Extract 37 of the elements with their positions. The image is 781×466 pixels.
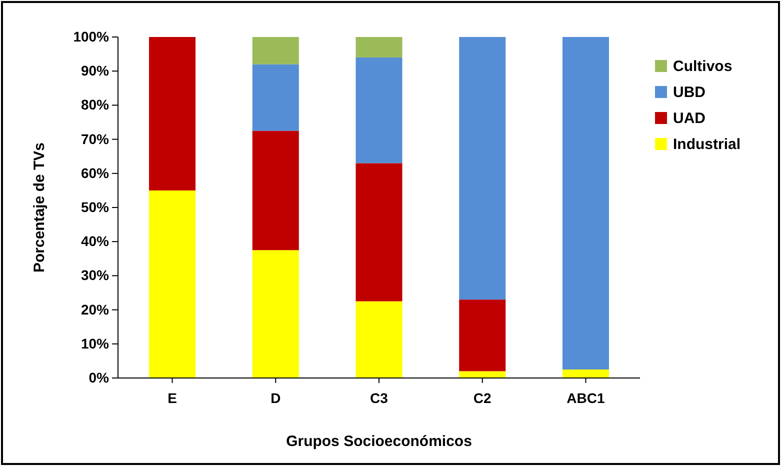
y-tick-label: 80% — [80, 96, 110, 113]
bar — [459, 37, 506, 300]
y-tick-label: 40% — [80, 233, 110, 250]
y-axis-title: Porcentaje de TVs — [31, 142, 48, 273]
bar — [356, 163, 402, 302]
x-tick-label: ABC1 — [566, 390, 605, 406]
y-tick-label: 10% — [80, 335, 110, 352]
x-tick-label: E — [168, 390, 177, 406]
bar — [459, 300, 506, 372]
bar — [149, 37, 196, 190]
legend-label: Cultivos — [673, 58, 732, 75]
bar — [252, 130, 299, 250]
y-tick-label: 100% — [73, 28, 110, 44]
bar — [149, 190, 196, 378]
x-tick-label: C2 — [473, 390, 492, 406]
bar — [562, 369, 609, 378]
x-tick-label: C3 — [370, 390, 388, 406]
bar — [252, 37, 299, 64]
y-tick-label: 50% — [80, 198, 110, 215]
bar — [252, 64, 299, 131]
legend-label: UAD — [673, 110, 706, 127]
y-tick-label: 90% — [80, 62, 110, 79]
bar — [562, 37, 609, 370]
bar — [459, 371, 506, 378]
y-tick-label: 60% — [80, 164, 110, 181]
bar — [356, 57, 402, 164]
legend-label: Industrial — [673, 136, 741, 153]
y-tick-label: 20% — [80, 301, 110, 318]
y-tick-label: 0% — [88, 369, 110, 386]
x-axis-title: Grupos Socioeconómicos — [286, 433, 472, 450]
y-tick-label: 70% — [80, 130, 110, 147]
bar — [356, 301, 402, 378]
bar — [356, 37, 402, 58]
y-tick-label: 30% — [80, 267, 110, 284]
bar — [252, 250, 299, 378]
x-tick-label: D — [270, 390, 281, 406]
legend-label: UBD — [673, 84, 706, 101]
